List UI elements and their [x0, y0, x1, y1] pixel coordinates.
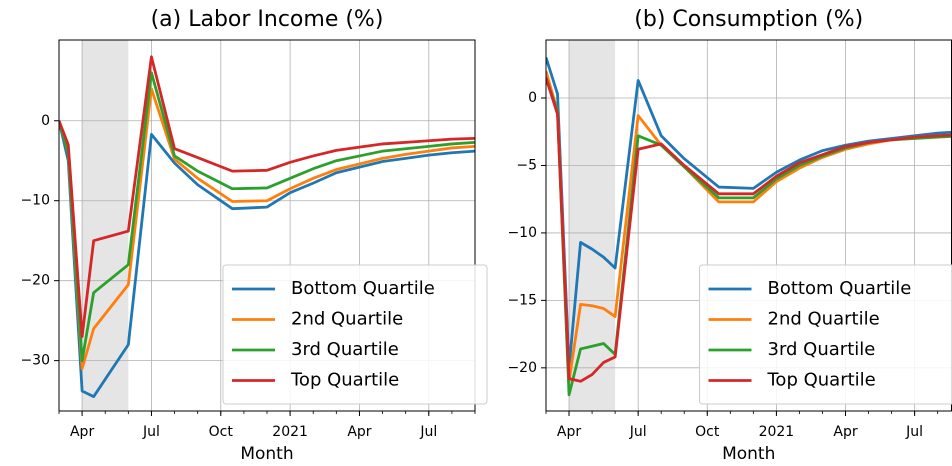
legend: Bottom Quartile 2nd Quartile 3rd Quartile T…	[699, 264, 952, 405]
series-line	[59, 55, 475, 339]
legend-box	[699, 264, 952, 405]
series-lines	[546, 57, 952, 397]
x-tick-label: Apr	[70, 424, 94, 440]
legend-label: Top Quartile	[290, 370, 399, 391]
series-line	[59, 71, 475, 363]
panel: Apr Jul Oct 2021 Apr Jul −30 −20 −10 0 (a) Labor I…	[20, 7, 488, 464]
y-tick-label: −10	[20, 193, 50, 209]
panel: Apr Jul Oct 2021 Apr Jul −20 −15 −10 −5 0 (b) Consu…	[507, 7, 952, 464]
chart-title: (b) Consumption (%)	[634, 7, 863, 32]
y-tick-label: 0	[528, 90, 537, 106]
x-tick-label: Apr	[557, 424, 581, 440]
x-tick-label: Apr	[347, 424, 371, 440]
x-tick-label: Jul	[629, 424, 647, 440]
legend-label: 2nd Quartile	[768, 309, 880, 330]
x-tick-label: Jul	[142, 424, 160, 440]
x-tick-label: Oct	[209, 424, 234, 440]
x-tick-label: Jul	[419, 424, 437, 440]
shaded-span	[569, 40, 616, 411]
series-lines	[59, 55, 475, 399]
legend-label: Bottom Quartile	[291, 278, 435, 299]
legend-label: Bottom Quartile	[768, 278, 912, 299]
y-tick-label: −20	[507, 360, 537, 376]
x-tick-label: 2021	[272, 424, 308, 440]
legend-label: 3rd Quartile	[291, 339, 399, 360]
legend-box	[222, 264, 488, 405]
y-tick-label: −15	[507, 292, 537, 308]
legend: Bottom Quartile 2nd Quartile 3rd Quartile T…	[222, 264, 488, 405]
x-tick-label: Jul	[905, 424, 923, 440]
series-line	[59, 87, 475, 371]
series-line	[59, 120, 475, 399]
legend-label: 3rd Quartile	[768, 339, 876, 360]
x-tick-label: Apr	[833, 424, 857, 440]
legend-label: 2nd Quartile	[291, 309, 403, 330]
x-tick-label: 2021	[759, 424, 795, 440]
series-line	[546, 77, 952, 383]
x-axis-label: Month	[722, 444, 775, 464]
y-tick-label: −5	[516, 157, 537, 173]
y-tick-label: 0	[41, 113, 50, 129]
legend-label: Top Quartile	[767, 370, 876, 391]
x-axis-label: Month	[240, 444, 293, 464]
shaded-span	[82, 40, 129, 411]
chart-title: (a) Labor Income (%)	[151, 7, 384, 32]
x-tick-label: Oct	[695, 424, 720, 440]
y-tick-label: −30	[20, 353, 50, 369]
y-tick-label: −20	[20, 273, 50, 289]
axes-frame	[58, 39, 476, 412]
y-tick-label: −10	[507, 225, 537, 241]
